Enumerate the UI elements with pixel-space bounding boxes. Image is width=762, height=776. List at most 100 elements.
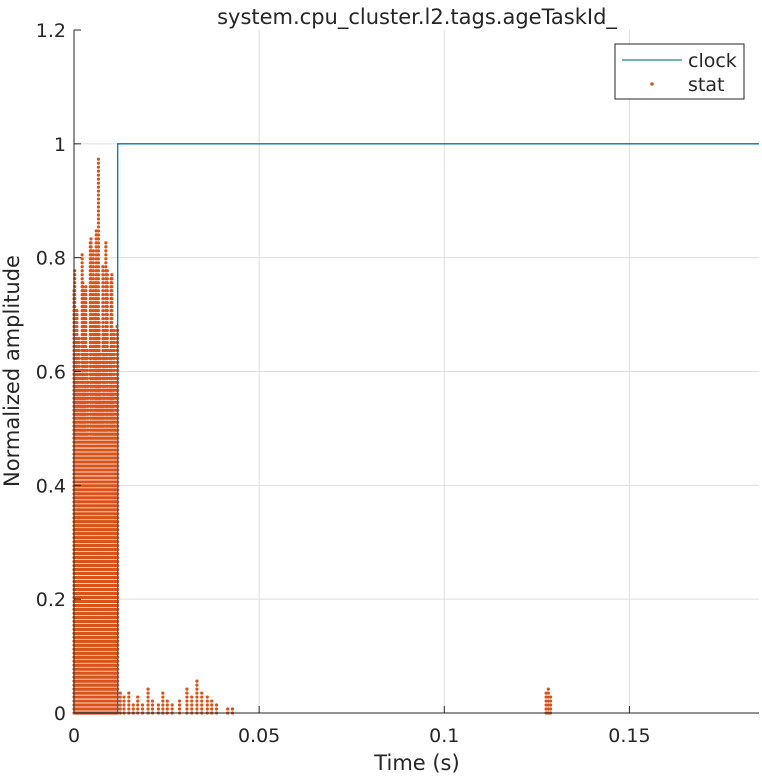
stat-point bbox=[86, 384, 90, 388]
stat-point bbox=[86, 388, 90, 392]
stat-point bbox=[110, 301, 114, 305]
stat-point bbox=[85, 372, 89, 376]
stat-point bbox=[96, 241, 101, 245]
stat-point bbox=[84, 305, 88, 309]
stat-point bbox=[89, 245, 93, 249]
stat-point bbox=[110, 316, 114, 321]
stat-point bbox=[96, 165, 101, 169]
stat-point bbox=[96, 316, 101, 321]
stat-point bbox=[84, 336, 88, 341]
stat-point bbox=[96, 209, 101, 213]
stat-point bbox=[101, 289, 105, 293]
stat-point bbox=[96, 173, 101, 177]
stat-point bbox=[84, 285, 88, 289]
stat-point bbox=[110, 293, 114, 297]
stat-point bbox=[96, 233, 101, 237]
stat-point bbox=[91, 249, 95, 253]
stat-point bbox=[75, 320, 79, 325]
stat-point bbox=[96, 245, 101, 249]
stat-point bbox=[91, 277, 95, 281]
stat-point bbox=[75, 309, 79, 313]
stat-point bbox=[75, 324, 79, 329]
stat-point bbox=[105, 328, 109, 333]
stat-point bbox=[86, 432, 90, 436]
stat-point bbox=[85, 352, 89, 357]
stat-point bbox=[105, 285, 109, 289]
stat-point bbox=[80, 253, 84, 257]
stat-point bbox=[96, 309, 101, 313]
stat-point bbox=[77, 356, 81, 361]
stat-point bbox=[104, 245, 108, 249]
stat-point bbox=[85, 368, 89, 372]
stat-point bbox=[91, 265, 95, 269]
stat-point bbox=[97, 340, 101, 345]
stat-point bbox=[101, 265, 105, 269]
stat-point bbox=[105, 277, 109, 281]
stat-point bbox=[105, 344, 109, 349]
stat-point bbox=[86, 404, 90, 408]
stat-point bbox=[101, 309, 105, 313]
stat-point bbox=[86, 416, 90, 420]
stat-point bbox=[110, 277, 114, 281]
stat-point bbox=[96, 221, 101, 225]
stat-point bbox=[96, 305, 101, 309]
stat-point bbox=[91, 261, 95, 265]
stat-point bbox=[105, 320, 109, 325]
stat-point bbox=[96, 285, 101, 289]
stat-point bbox=[77, 348, 81, 353]
stat-point bbox=[77, 340, 81, 345]
stat-point bbox=[96, 281, 101, 285]
stat-point bbox=[97, 348, 101, 353]
stat-point bbox=[81, 285, 85, 289]
stat-point bbox=[105, 309, 109, 313]
stat-point bbox=[75, 340, 79, 345]
stat-point bbox=[89, 237, 93, 241]
stat-point bbox=[101, 273, 105, 277]
stat-point bbox=[85, 356, 89, 361]
stat-point bbox=[96, 201, 101, 205]
stat-point bbox=[104, 249, 108, 253]
stat-point bbox=[97, 336, 101, 341]
stat-point bbox=[104, 241, 108, 245]
stat-point bbox=[101, 293, 105, 297]
stat-point bbox=[84, 340, 88, 345]
stat-point bbox=[96, 169, 101, 173]
stat-point bbox=[77, 360, 81, 364]
stat-point bbox=[77, 364, 81, 368]
stat-point bbox=[105, 293, 109, 297]
stat-point bbox=[97, 324, 101, 329]
stat-point bbox=[85, 348, 89, 353]
stat-point bbox=[86, 424, 90, 428]
stat-point bbox=[75, 348, 79, 353]
stat-point bbox=[110, 305, 114, 309]
stat-point bbox=[96, 189, 101, 193]
stat-point bbox=[104, 265, 108, 269]
grid-layer bbox=[74, 30, 759, 713]
stat-point bbox=[96, 293, 101, 297]
stat-point bbox=[84, 316, 88, 321]
stat-point bbox=[96, 177, 101, 181]
stat-point bbox=[96, 229, 101, 233]
stat-point bbox=[110, 285, 114, 289]
stat-point bbox=[96, 205, 101, 209]
stat-point bbox=[84, 328, 88, 333]
stat-point bbox=[75, 360, 79, 364]
stat-point bbox=[96, 181, 101, 185]
stat-point bbox=[101, 324, 105, 329]
stat-point bbox=[86, 380, 90, 384]
stat-point bbox=[91, 257, 95, 261]
stat-point bbox=[96, 225, 101, 229]
stat-point bbox=[97, 332, 101, 337]
stat-point bbox=[96, 257, 101, 261]
stat-point bbox=[86, 412, 90, 416]
stat-point bbox=[96, 265, 101, 269]
stat-point bbox=[96, 273, 101, 277]
stat-point bbox=[84, 312, 88, 317]
stat-point bbox=[89, 241, 93, 245]
stat-point bbox=[75, 316, 79, 321]
stat-point bbox=[105, 312, 109, 317]
stat-point bbox=[96, 249, 101, 253]
stat-point bbox=[110, 273, 114, 277]
stat-point bbox=[75, 312, 79, 317]
